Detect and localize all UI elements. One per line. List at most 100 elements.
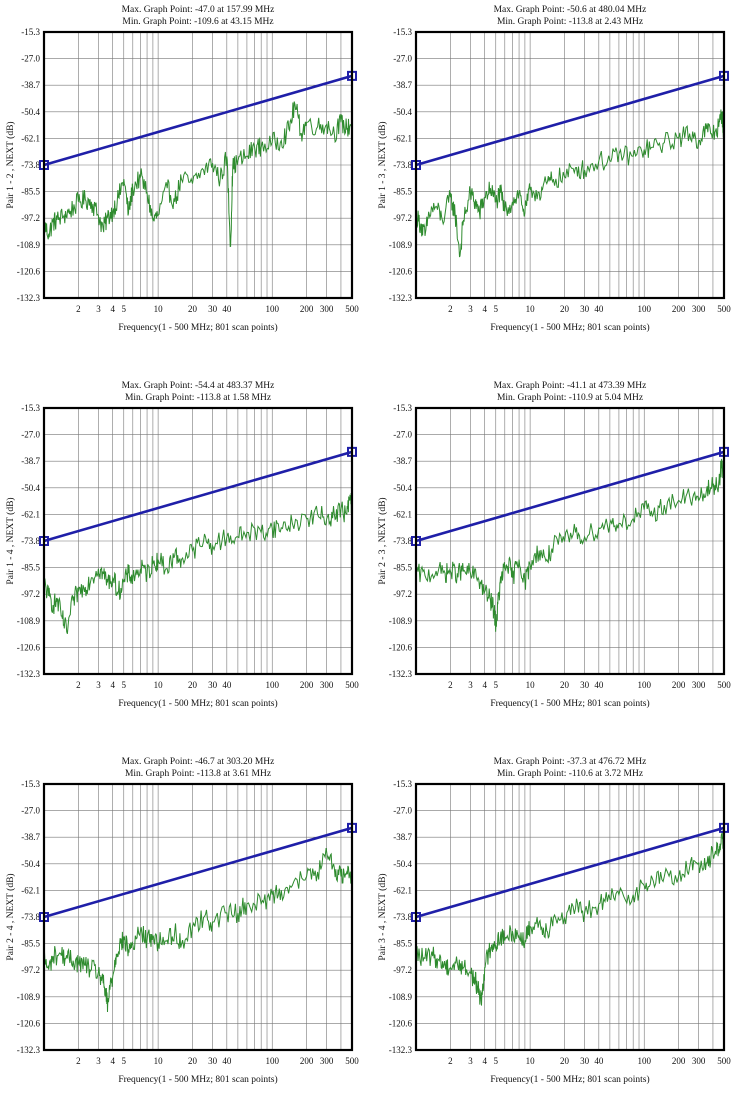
y-tick-label: -132.3 — [389, 669, 413, 679]
y-axis-label: Pair 1 - 4 , NEXT (dB) — [5, 497, 16, 584]
y-tick-label: -97.2 — [21, 965, 40, 975]
x-tick-label: 10 — [526, 680, 536, 690]
x-tick-label: 100 — [637, 1056, 651, 1066]
x-tick-label: 300 — [692, 304, 706, 314]
y-tick-label: -132.3 — [17, 1045, 41, 1055]
x-tick-label: 2 — [448, 304, 453, 314]
x-tick-label: 200 — [672, 1056, 686, 1066]
chart-title-max: Max. Graph Point: -54.4 at 483.37 MHz — [122, 381, 275, 391]
chart-svg: Max. Graph Point: -37.3 at 476.72 MHz Min… — [377, 757, 731, 1085]
y-tick-label: -97.2 — [393, 589, 412, 599]
y-tick-label: -38.7 — [393, 832, 412, 842]
x-axis-label: Frequency(1 - 500 MHz; 801 scan points) — [118, 1074, 277, 1085]
plot-frame — [414, 406, 726, 676]
y-tick-label: -62.1 — [21, 885, 40, 895]
x-tick-label: 5 — [122, 1056, 127, 1066]
x-tick-label: 20 — [560, 680, 570, 690]
chart-panel-2: Max. Graph Point: -50.6 at 480.04 MHz Min… — [372, 0, 743, 365]
chart-panel-1: Max. Graph Point: -47.0 at 157.99 MHz Min… — [0, 0, 371, 365]
x-tick-label: 2 — [76, 304, 81, 314]
y-tick-label: -73.8 — [21, 160, 40, 170]
x-tick-label: 200 — [672, 680, 686, 690]
y-tick-label: -120.6 — [17, 642, 41, 652]
x-tick-label: 2 — [76, 680, 81, 690]
y-tick-label: -38.7 — [393, 80, 412, 90]
y-tick-label: -62.1 — [393, 133, 412, 143]
x-tick-label: 3 — [468, 304, 473, 314]
y-tick-label: -85.5 — [393, 563, 412, 573]
x-tick-label: 10 — [526, 1056, 536, 1066]
chart-title-min: Min. Graph Point: -109.6 at 43.15 MHz — [122, 17, 273, 27]
x-tick-label: 2 — [448, 680, 453, 690]
x-tick-label: 500 — [717, 1056, 731, 1066]
x-tick-label: 20 — [560, 304, 570, 314]
chart-panel-5: Max. Graph Point: -46.7 at 303.20 MHz Min… — [0, 752, 371, 1117]
x-tick-label: 100 — [637, 680, 651, 690]
chart-svg: Max. Graph Point: -47.0 at 157.99 MHz Min… — [5, 5, 359, 333]
chart-title-max: Max. Graph Point: -46.7 at 303.20 MHz — [122, 757, 275, 767]
x-tick-label: 5 — [122, 680, 127, 690]
y-tick-label: -73.8 — [21, 912, 40, 922]
chart-panel-4: Max. Graph Point: -41.1 at 473.39 MHz Min… — [372, 376, 743, 741]
limit-series-line — [415, 74, 725, 167]
y-tick-label: -85.5 — [21, 939, 40, 949]
x-tick-label: 10 — [154, 680, 164, 690]
x-tick-label: 30 — [580, 1056, 590, 1066]
measured-series-line — [416, 830, 724, 1006]
y-tick-label: -50.4 — [21, 859, 40, 869]
y-axis-label: Pair 2 - 4 , NEXT (dB) — [5, 873, 16, 960]
limit-series-line — [43, 826, 353, 919]
x-tick-label: 30 — [208, 680, 218, 690]
measured-series-line — [44, 101, 352, 248]
x-tick-label: 40 — [222, 680, 232, 690]
y-tick-label: -27.0 — [393, 54, 412, 64]
chart-title-min: Min. Graph Point: -110.6 at 3.72 MHz — [497, 769, 643, 779]
y-axis-label: Pair 3 - 4 , NEXT (dB) — [377, 873, 388, 960]
y-tick-label: -15.3 — [393, 403, 412, 413]
y-tick-label: -132.3 — [17, 669, 41, 679]
chart-svg: Max. Graph Point: -41.1 at 473.39 MHz Min… — [377, 381, 731, 709]
limit-series-line — [43, 74, 353, 167]
y-tick-label: -85.5 — [393, 939, 412, 949]
limit-series-line — [415, 826, 725, 919]
y-tick-label: -108.9 — [17, 992, 41, 1002]
x-tick-label: 20 — [188, 680, 198, 690]
y-tick-label: -15.3 — [21, 27, 40, 37]
x-tick-label: 500 — [717, 304, 731, 314]
x-axis-label: Frequency(1 - 500 MHz; 801 scan points) — [118, 698, 277, 709]
x-axis-label: Frequency(1 - 500 MHz; 801 scan points) — [490, 698, 649, 709]
x-tick-label: 10 — [154, 304, 164, 314]
x-tick-label: 100 — [265, 304, 279, 314]
plot-frame — [42, 782, 354, 1052]
y-tick-label: -50.4 — [393, 859, 412, 869]
limit-series-line — [43, 450, 353, 543]
y-tick-label: -27.0 — [393, 806, 412, 816]
measured-series-line — [44, 492, 352, 634]
x-tick-label: 300 — [320, 680, 334, 690]
y-tick-label: -120.6 — [17, 1018, 41, 1028]
x-tick-label: 30 — [580, 304, 590, 314]
x-tick-label: 4 — [110, 680, 115, 690]
plot-frame — [414, 30, 726, 300]
chart-svg: Max. Graph Point: -46.7 at 303.20 MHz Min… — [5, 757, 359, 1085]
y-tick-label: -97.2 — [21, 589, 40, 599]
x-tick-label: 200 — [300, 304, 314, 314]
y-tick-label: -15.3 — [393, 779, 412, 789]
y-tick-label: -27.0 — [393, 430, 412, 440]
chart-panel-6: Max. Graph Point: -37.3 at 476.72 MHz Min… — [372, 752, 743, 1117]
y-tick-label: -62.1 — [21, 509, 40, 519]
measured-series-line — [44, 848, 352, 1013]
x-tick-label: 300 — [692, 1056, 706, 1066]
x-tick-label: 5 — [494, 680, 499, 690]
y-tick-label: -108.9 — [17, 616, 41, 626]
y-tick-label: -15.3 — [21, 403, 40, 413]
x-tick-label: 4 — [110, 304, 115, 314]
x-tick-label: 200 — [300, 1056, 314, 1066]
plot-frame — [42, 30, 354, 300]
x-tick-label: 4 — [482, 1056, 487, 1066]
y-tick-label: -27.0 — [21, 54, 40, 64]
y-tick-label: -15.3 — [393, 27, 412, 37]
x-tick-label: 500 — [717, 680, 731, 690]
x-tick-label: 100 — [265, 680, 279, 690]
y-tick-label: -50.4 — [21, 107, 40, 117]
